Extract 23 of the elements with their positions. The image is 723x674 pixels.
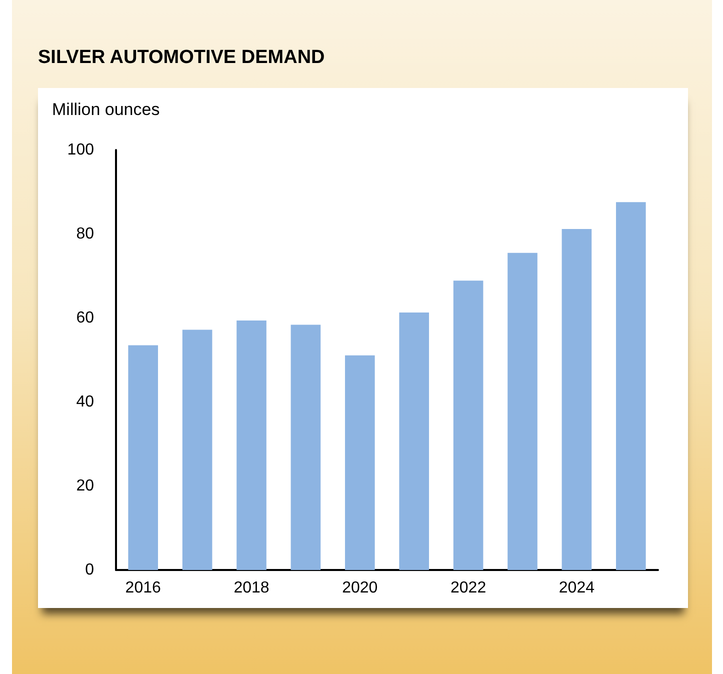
x-tick-label: 2022	[450, 580, 486, 596]
bar	[344, 355, 375, 570]
y-tick-label: 80	[76, 226, 94, 242]
bar	[182, 330, 212, 570]
x-tick-label: 2018	[234, 580, 270, 596]
x-tick-label: 2024	[558, 580, 595, 596]
y-axis-title: Million ounces	[52, 100, 160, 120]
y-tick-label: 0	[85, 562, 94, 578]
bar	[290, 324, 321, 570]
y-tick-label: 20	[76, 478, 94, 494]
y-tick-label: 60	[76, 310, 94, 326]
x-tick-label: 2020	[342, 580, 378, 596]
bar	[508, 252, 538, 570]
bar	[128, 345, 158, 570]
x-tick-label: 2016	[125, 580, 161, 596]
bar	[453, 280, 484, 570]
y-tick-label: 100	[67, 142, 94, 158]
bar	[616, 202, 646, 570]
bar	[399, 312, 430, 570]
bar	[562, 228, 592, 570]
chart-title: SILVER AUTOMOTIVE DEMAND	[38, 47, 325, 69]
bar	[236, 320, 266, 570]
y-tick-label: 40	[76, 394, 94, 410]
